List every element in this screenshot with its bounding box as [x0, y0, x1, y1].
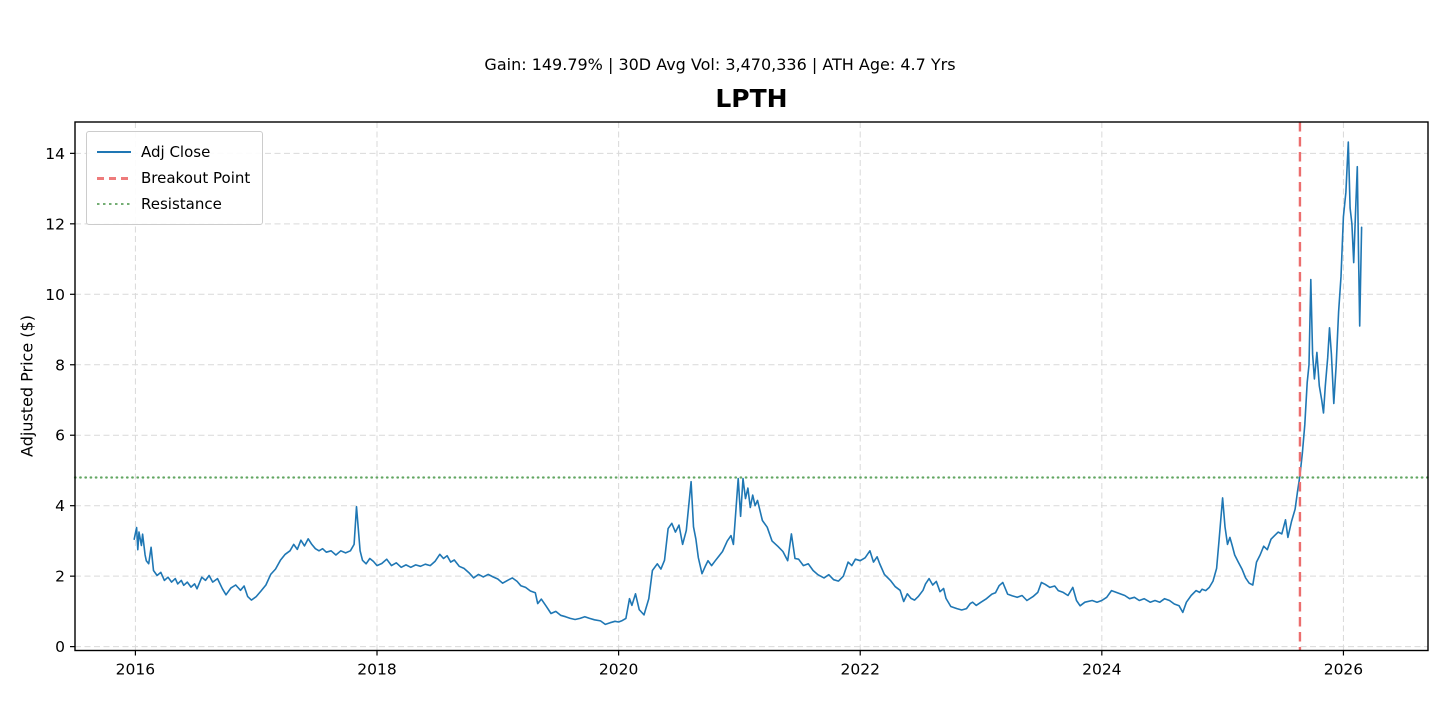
x-tick-label: 2016	[116, 661, 155, 679]
y-tick-label: 4	[55, 497, 65, 515]
legend-label-breakout-point: Breakout Point	[141, 169, 251, 187]
breakout-line-swatch	[97, 176, 131, 180]
legend-item-adj-close: Adj Close	[97, 139, 250, 165]
x-tick-label: 2022	[840, 661, 879, 679]
legend-label-adj-close: Adj Close	[141, 143, 211, 161]
legend-box: Adj Close Breakout Point Resistance	[86, 131, 264, 225]
y-tick-label: 0	[55, 638, 65, 656]
x-tick-label: 2026	[1324, 661, 1363, 679]
legend-label-resistance: Resistance	[141, 195, 222, 213]
y-tick-label: 8	[55, 356, 65, 374]
stats-subtitle: Gain: 149.79% | 30D Avg Vol: 3,470,336 |…	[484, 55, 956, 74]
y-tick-label: 6	[55, 427, 65, 445]
x-tick-label: 2024	[1082, 661, 1121, 679]
y-tick-label: 14	[45, 145, 65, 163]
y-tick-label: 10	[45, 286, 65, 304]
y-tick-label: 12	[45, 215, 65, 233]
legend-item-resistance: Resistance	[97, 191, 250, 217]
x-tick-label: 2018	[357, 661, 396, 679]
resistance-line-swatch	[97, 202, 131, 206]
plot-border	[74, 121, 1429, 652]
chart-title: LPTH	[715, 84, 788, 113]
legend-item-breakout-point: Breakout Point	[97, 165, 250, 191]
y-tick-label: 2	[55, 568, 65, 586]
adj-close-line	[133, 141, 1363, 626]
x-tick-label: 2020	[599, 661, 638, 679]
adj-close-line-swatch	[97, 150, 131, 154]
